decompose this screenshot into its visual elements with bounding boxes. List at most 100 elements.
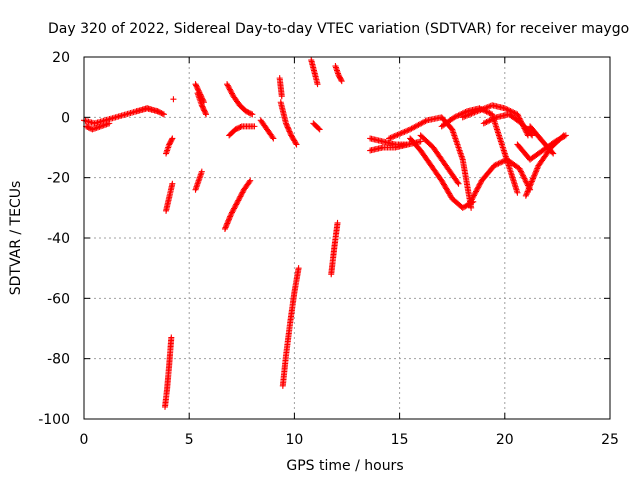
data-point	[454, 179, 461, 186]
data-point	[480, 120, 487, 127]
data-point	[475, 183, 482, 190]
data-point	[170, 96, 177, 103]
data-point	[405, 127, 412, 134]
data-point	[225, 216, 232, 223]
data-point	[516, 165, 523, 172]
data-point	[338, 78, 345, 85]
data-point	[471, 191, 478, 198]
data-point	[527, 181, 534, 188]
data-point	[458, 110, 465, 117]
data-point	[394, 131, 401, 138]
data-point	[228, 90, 235, 97]
data-point	[239, 189, 246, 196]
data-point	[503, 105, 510, 112]
data-point	[198, 102, 205, 109]
data-point	[531, 171, 538, 178]
plot-frame	[83, 56, 611, 420]
data-point	[530, 175, 537, 182]
data-point	[498, 159, 505, 166]
data-point	[561, 133, 568, 140]
data-point	[235, 196, 242, 203]
data-point	[456, 111, 463, 118]
data-point	[486, 117, 493, 124]
y-tick-label: -100	[38, 412, 70, 428]
series-arc-m	[226, 123, 258, 139]
data-point	[527, 182, 534, 189]
data-point	[401, 128, 408, 135]
data-point	[235, 197, 242, 204]
data-point	[247, 177, 254, 184]
y-tick-label: -20	[47, 171, 70, 187]
data-point	[494, 161, 501, 168]
data-point	[287, 131, 294, 138]
data-point	[283, 121, 290, 128]
data-point	[499, 158, 506, 165]
tick-layer: 0 5 10 15 20 25 -100 -80 -60 -40 -20 0 20	[38, 50, 619, 448]
data-point	[467, 199, 474, 206]
y-tick-label: 0	[61, 110, 70, 126]
data-point	[160, 111, 167, 118]
data-point	[386, 135, 393, 142]
x-tick-label: 5	[185, 432, 194, 448]
data-point	[234, 198, 241, 205]
data-point	[231, 204, 238, 211]
x-tick-label: 10	[285, 432, 303, 448]
data-point	[520, 172, 527, 179]
data-point	[269, 134, 276, 141]
data-point	[106, 120, 113, 127]
data-point	[169, 180, 176, 187]
data-point	[484, 109, 491, 116]
x-tick-label: 25	[601, 432, 619, 448]
data-point	[533, 166, 540, 173]
series-arc-b	[83, 120, 113, 133]
data-point	[169, 135, 176, 142]
data-point	[391, 133, 398, 140]
data-point	[228, 209, 235, 216]
data-point	[455, 180, 462, 187]
y-tick-label: -60	[47, 291, 70, 307]
data-point	[194, 85, 201, 92]
data-point	[202, 110, 209, 117]
data-point	[292, 140, 299, 147]
data-point	[238, 190, 245, 197]
data-point	[168, 136, 175, 143]
data-point	[522, 176, 529, 183]
data-point	[520, 174, 527, 181]
data-point	[492, 161, 499, 168]
data-point	[533, 168, 540, 175]
data-point	[562, 132, 569, 139]
series-arc-bb	[466, 156, 534, 208]
data-point	[282, 120, 289, 127]
data-point	[230, 206, 237, 213]
data-point	[251, 123, 258, 130]
data-point	[398, 130, 405, 137]
data-point	[468, 196, 475, 203]
data-point	[451, 114, 458, 121]
data-point	[470, 192, 477, 199]
data-point	[387, 134, 394, 141]
data-point	[314, 81, 321, 88]
data-point	[397, 130, 404, 137]
data-point	[201, 107, 208, 114]
series-arc-q	[279, 265, 302, 389]
data-point	[524, 188, 531, 195]
data-point	[285, 125, 292, 132]
data-point	[232, 202, 239, 209]
data-point	[237, 193, 244, 200]
data-point	[470, 193, 477, 200]
data-point	[469, 195, 476, 202]
data-point	[233, 200, 240, 207]
data-point	[529, 176, 536, 183]
data-point	[203, 111, 210, 118]
data-point	[285, 127, 292, 134]
x-tick-label: 15	[391, 432, 409, 448]
series-arc-z	[417, 132, 462, 187]
data-point	[518, 169, 525, 176]
data-point	[501, 105, 508, 112]
x-tick-label: 0	[80, 432, 89, 448]
data-point	[284, 123, 291, 130]
data-point	[226, 85, 233, 92]
data-point	[522, 192, 529, 199]
data-point	[491, 162, 498, 169]
data-point	[225, 83, 232, 90]
